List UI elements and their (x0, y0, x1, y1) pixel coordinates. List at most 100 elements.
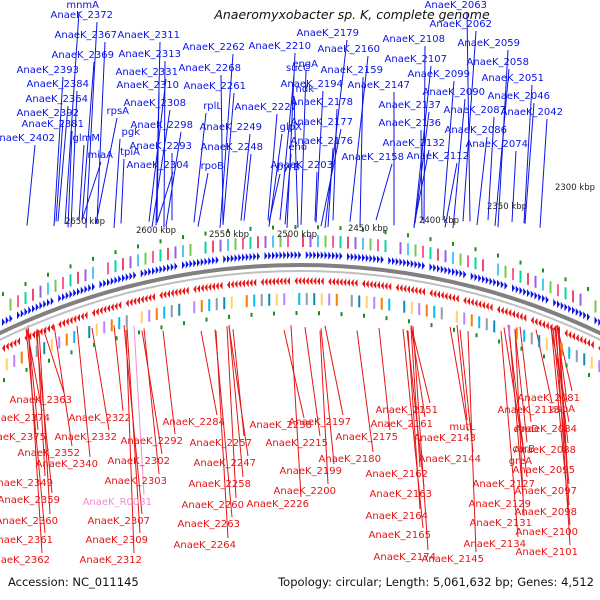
forward-gene-arrow (459, 269, 463, 278)
reverse-gene-arrow (448, 292, 452, 301)
forward-connector-line (148, 78, 167, 222)
forward-function-bar (234, 238, 237, 251)
reverse-gene-arrow (444, 292, 448, 301)
forward-gene-arrow (332, 251, 335, 260)
forward-gene-arrow (155, 266, 159, 275)
forward-function-bar (459, 253, 462, 266)
forward-function-bar (534, 275, 537, 288)
forward-gene-arrow (133, 271, 137, 280)
forward-gene-arrow (463, 270, 467, 279)
reverse-gene-arrow (557, 326, 560, 335)
reverse-gene-arrow (418, 287, 422, 296)
reverse-gene-arrow (215, 282, 219, 291)
reverse-connector-line (519, 326, 532, 423)
forward-gene-label-succ: sucC (286, 63, 310, 74)
reverse-gene-label-anaek-2084: AnaeK_2084 (515, 424, 577, 435)
reverse-gene-arrow (309, 277, 313, 286)
forward-function-bar (474, 257, 477, 270)
reverse-function-bar (590, 356, 593, 369)
reverse-gene-arrow (84, 311, 88, 320)
reverse-gene-arrow (234, 280, 238, 289)
forward-gene-arrow (519, 286, 523, 295)
forward-function-bar (152, 250, 154, 263)
reverse-connector-line (228, 326, 249, 457)
forward-gene-arrow (515, 285, 519, 294)
reverse-gene-arrow (47, 324, 50, 333)
reverse-gene-arrow (253, 278, 257, 287)
reverse-gene-label-anaek-2349: AnaeK_2349 (0, 478, 53, 489)
reverse-gene-arrow (440, 291, 444, 300)
reverse-gene-arrow (373, 280, 377, 289)
forward-connector-line (523, 84, 533, 224)
forward-gene-label-glpx: glpX (280, 122, 302, 133)
forward-gene-arrow (122, 274, 125, 283)
reverse-function-bar (515, 327, 518, 340)
reverse-function-bar (110, 319, 113, 332)
reverse-gene-arrow (474, 299, 478, 308)
forward-tick-dot (47, 272, 49, 277)
reverse-gene-label-aspa: aspA (550, 404, 575, 415)
reverse-gene-arrow (500, 306, 504, 315)
reverse-tick-dot (138, 330, 140, 335)
forward-connector-line (293, 95, 299, 228)
forward-function-bar (9, 298, 12, 311)
reverse-gene-arrow (455, 294, 459, 303)
reverse-gene-arrow (452, 293, 455, 302)
forward-gene-label-anaek-2147: AnaeK_2147 (348, 80, 410, 91)
reverse-tick-dot (453, 327, 455, 332)
forward-gene-label-tpia: tpiA (120, 147, 140, 158)
reverse-function-bar (178, 303, 181, 316)
forward-tick-dot (564, 277, 567, 282)
reverse-gene-label-grea: greA (509, 456, 532, 467)
accession-text: Accession: NC_011145 (8, 575, 139, 589)
forward-gene-arrow (433, 263, 437, 272)
scale-tick-label: 2350 kbp (487, 202, 527, 212)
reverse-function-bar (88, 326, 91, 339)
forward-function-bar (324, 235, 327, 248)
forward-gene-arrow (20, 309, 24, 318)
reverse-gene-label-anaek-2095: AnaeK_2095 (513, 465, 575, 476)
reverse-gene-label-anaek-2238: AnaeK_2238 (250, 420, 312, 431)
reverse-gene-arrow (410, 285, 414, 294)
reverse-gene-arrow (429, 289, 433, 298)
forward-connector-line (286, 52, 296, 228)
forward-gene-arrow (290, 251, 294, 260)
forward-gene-arrow (362, 253, 365, 262)
reverse-gene-label-anaek-2163: AnaeK_2163 (370, 489, 432, 500)
reverse-gene-arrow (287, 277, 290, 286)
reverse-gene-label-anaek-2127: AnaeK_2127 (473, 479, 535, 490)
reverse-gene-arrow (118, 301, 122, 310)
reverse-gene-label-anaek-2360: AnaeK_2360 (0, 516, 58, 527)
forward-connector-line (151, 109, 171, 228)
forward-gene-arrow (455, 268, 459, 277)
reverse-tick-dot (543, 354, 545, 359)
forward-connector-line (220, 74, 224, 225)
reverse-function-bar (223, 297, 226, 310)
forward-connector-line (81, 161, 102, 221)
reverse-tick-dot (385, 316, 388, 321)
scale-tick-label: 2400 kbp (419, 216, 459, 226)
forward-gene-label-anaek-2210: AnaeK_2210 (249, 41, 311, 52)
forward-connector-line (70, 90, 78, 228)
forward-gene-label-anaek-2059: AnaeK_2059 (458, 38, 520, 49)
reverse-gene-arrow (553, 324, 557, 333)
forward-connector-line (423, 45, 426, 224)
forward-gene-arrow (504, 281, 508, 290)
forward-tick-dot (317, 225, 319, 230)
reverse-tick-dot (475, 333, 478, 338)
reverse-gene-arrow (497, 305, 500, 314)
forward-gene-label-anaek-2308: AnaeK_2308 (124, 98, 186, 109)
forward-function-bar (107, 262, 109, 275)
reverse-function-bar (58, 336, 61, 349)
forward-gene-arrow (452, 267, 455, 276)
forward-gene-arrow (110, 277, 114, 286)
reverse-gene-arrow (182, 287, 185, 296)
reverse-gene-arrow (523, 313, 527, 322)
forward-connector-line (222, 92, 235, 225)
forward-gene-arrow (129, 272, 133, 281)
forward-gene-label-anaek-2298: AnaeK_2298 (131, 120, 193, 131)
reverse-gene-arrow (69, 316, 73, 325)
forward-connector-line (240, 133, 251, 221)
reverse-tick-dot (250, 312, 253, 317)
